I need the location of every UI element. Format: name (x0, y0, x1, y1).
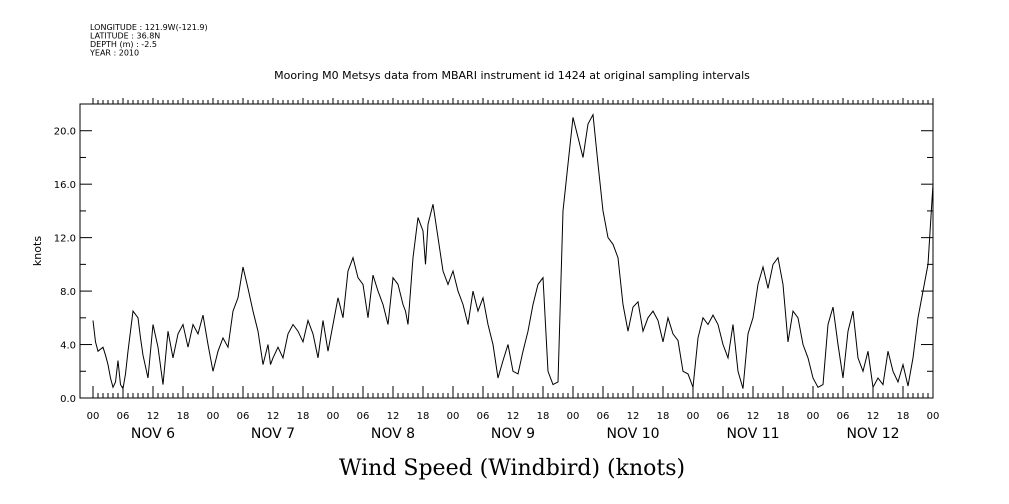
x-axis-label: Wind Speed (Windbird) (knots) (339, 456, 685, 481)
wind-speed-series-line (92, 113, 934, 390)
axis-tick-labels: 0.0 4.0 8.0 12.0 16.0 20.0 00 06 12 18 00 06 12 18 00 0… (54, 127, 940, 442)
x-tick-label: 18 (657, 411, 670, 422)
x-tick-label: 00 (447, 411, 460, 422)
x-day-label: NOV 7 (251, 426, 295, 442)
x-tick-label: 12 (387, 411, 400, 422)
metadata-line: LONGITUDE : 121.9W(-121.9) (90, 23, 208, 32)
y-tick-label: 16.0 (54, 180, 76, 191)
x-tick-label: 06 (477, 411, 490, 422)
x-tick-label: 00 (327, 411, 340, 422)
x-day-label: NOV 6 (131, 426, 175, 442)
y-tick-label: 8.0 (60, 287, 76, 298)
x-tick-label: 18 (897, 411, 910, 422)
x-tick-label: 06 (237, 411, 250, 422)
x-tick-label: 06 (837, 411, 850, 422)
x-tick-label: 12 (267, 411, 280, 422)
x-tick-label: 12 (507, 411, 520, 422)
x-day-label: NOV 8 (371, 426, 415, 442)
x-tick-label: 18 (777, 411, 790, 422)
x-tick-label: 00 (207, 411, 220, 422)
y-tick-label: 20.0 (54, 127, 76, 138)
metadata-line: DEPTH (m) : -2.5 (90, 40, 157, 49)
y-tick-label: 12.0 (54, 234, 76, 245)
y-axis-label: knots (31, 236, 44, 266)
x-tick-label: 12 (747, 411, 760, 422)
x-tick-label: 18 (537, 411, 550, 422)
x-tick-label: 00 (567, 411, 580, 422)
metadata-block: LONGITUDE : 121.9W(-121.9)LATITUDE : 36.… (89, 23, 208, 58)
x-tick-label: 18 (417, 411, 430, 422)
x-tick-label: 00 (87, 411, 100, 422)
x-tick-label: 12 (147, 411, 160, 422)
x-day-label: NOV 9 (491, 426, 535, 442)
metadata-line: LATITUDE : 36.8N (90, 32, 160, 41)
x-day-label: NOV 11 (726, 426, 779, 442)
x-day-label: NOV 12 (846, 426, 899, 442)
x-tick-label: 06 (117, 411, 130, 422)
y-tick-label: 0.0 (60, 394, 76, 405)
plot-frame (79, 103, 934, 399)
chart-title: Mooring M0 Metsys data from MBARI instru… (274, 69, 750, 82)
axis-ticks (80, 98, 934, 399)
y-tick-label: 4.0 (60, 341, 76, 352)
x-tick-label: 12 (627, 411, 640, 422)
x-tick-label: 18 (297, 411, 310, 422)
x-tick-label: 06 (597, 411, 610, 422)
x-tick-label: 12 (867, 411, 880, 422)
x-tick-label: 18 (177, 411, 190, 422)
x-tick-label: 00 (807, 411, 820, 422)
x-tick-label: 00 (687, 411, 700, 422)
x-day-label: NOV 10 (606, 426, 659, 442)
x-tick-label: 06 (717, 411, 730, 422)
metadata-line: YEAR : 2010 (89, 49, 139, 58)
x-tick-label: 00 (927, 411, 940, 422)
x-tick-label: 06 (357, 411, 370, 422)
